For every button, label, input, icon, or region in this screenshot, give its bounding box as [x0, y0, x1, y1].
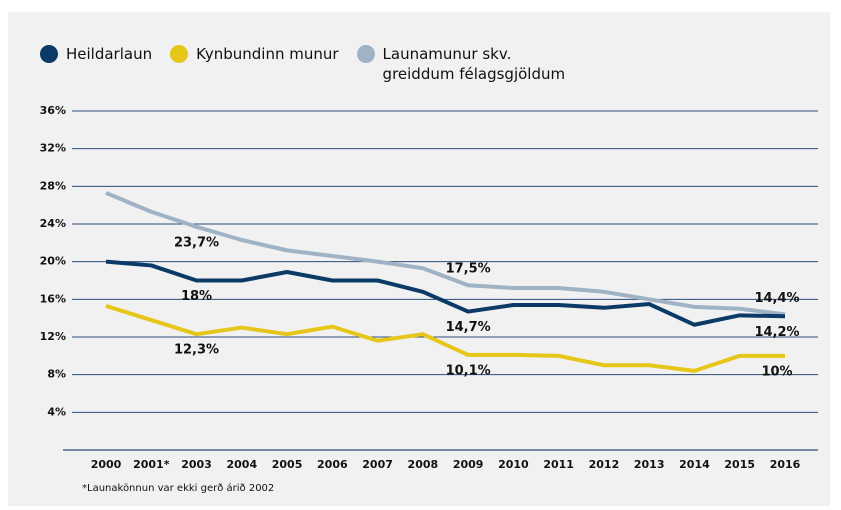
- x-tick-label: 2005: [272, 458, 303, 471]
- series-line: [105, 259, 786, 327]
- data-label: 10%: [761, 364, 792, 379]
- legend-swatch: [170, 45, 189, 63]
- panel: [8, 12, 830, 506]
- x-tick-label: 2001*: [133, 458, 170, 471]
- series-line: [105, 304, 785, 373]
- legend-item: Heildarlaun: [40, 44, 152, 84]
- x-tick-label: 2008: [408, 458, 439, 471]
- legend-label: Kynbundinn munur: [196, 45, 339, 63]
- data-label: 23,7%: [174, 235, 219, 250]
- series-line: [105, 191, 786, 317]
- data-label: 14,4%: [754, 291, 799, 306]
- data-label: 10,1%: [446, 363, 491, 378]
- legend-label: Heildarlaun: [66, 45, 153, 63]
- x-tick-label: 2000: [91, 458, 122, 471]
- x-tick-label: 2007: [362, 458, 393, 471]
- legend-item: Launamunur skv. greiddum félagsgjöldum: [356, 44, 583, 84]
- legend-item: Kynbundinn munur: [170, 44, 339, 84]
- data-label: 14,2%: [754, 325, 799, 340]
- x-tick-label: 2009: [453, 458, 484, 471]
- x-tick-label: 2011: [543, 458, 574, 471]
- x-tick-label: 2006: [317, 458, 348, 471]
- x-tick-label: 2015: [724, 458, 755, 471]
- y-tick-label: 12%: [40, 330, 66, 343]
- y-tick-label: 4%: [47, 405, 66, 418]
- y-tick-label: 16%: [40, 292, 66, 305]
- x-tick-label: 2010: [498, 458, 529, 471]
- y-tick-label: 28%: [40, 179, 66, 192]
- x-tick-label: 2016: [770, 458, 801, 471]
- data-label: 18%: [181, 289, 212, 304]
- data-label: 17,5%: [446, 262, 491, 277]
- data-label: 12,3%: [174, 343, 219, 358]
- data-label: 14,7%: [446, 320, 491, 335]
- y-tick-label: 24%: [40, 217, 66, 230]
- footnote: *Launakönnun var ekki gerð árið 2002: [82, 483, 275, 494]
- legend-label: Launamunur skv. greiddum félagsgjöldum: [382, 45, 566, 83]
- x-tick-label: 2013: [634, 458, 665, 471]
- legend-swatch: [40, 45, 58, 63]
- y-tick-label: 8%: [47, 368, 66, 381]
- x-tick-label: 2014: [679, 458, 710, 471]
- y-tick-label: 32%: [40, 142, 66, 155]
- x-tick-label: 2012: [589, 458, 620, 471]
- y-tick-label: 20%: [40, 255, 66, 268]
- legend-swatch: [356, 45, 375, 63]
- legend: Heildarlaun Kynbundinn munur Launamunur sk…: [40, 44, 583, 84]
- x-tick-label: 2003: [181, 458, 212, 471]
- y-tick-label: 36%: [40, 104, 66, 117]
- x-tick-label: 2004: [226, 458, 257, 471]
